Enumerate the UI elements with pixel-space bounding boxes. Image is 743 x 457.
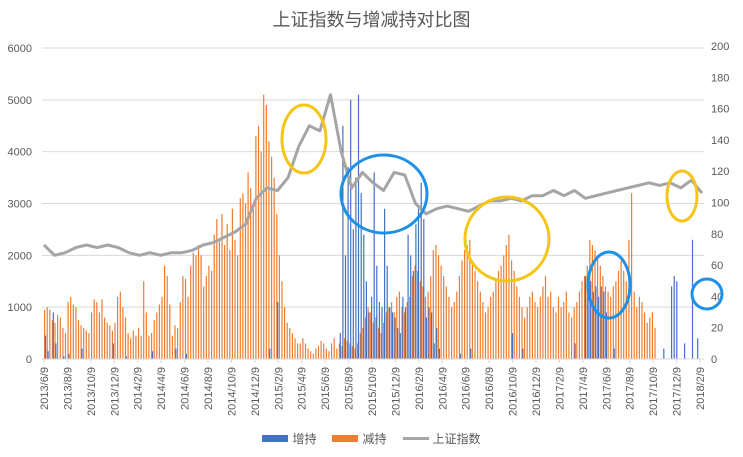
y-left-tick: 0 [26, 354, 32, 366]
legend-item-index: 上证指数 [402, 430, 481, 447]
y-right-tick: 80 [711, 229, 723, 241]
x-tick-label: 2016/8/9 [484, 367, 496, 410]
legend-item-decrease: 减持 [332, 430, 387, 447]
x-tick-label: 2016/12/9 [531, 367, 543, 416]
x-tick-label: 2017/2/9 [554, 367, 566, 410]
x-tick-label: 2016/2/9 [414, 367, 426, 410]
x-tick-label: 2014/6/9 [180, 367, 192, 410]
series-index-line [42, 93, 704, 257]
x-tick-label: 2018/2/9 [695, 367, 707, 410]
x-tick-label: 2013/8/9 [62, 367, 74, 410]
y-right-tick: 180 [711, 72, 729, 84]
legend-swatch-index [402, 437, 429, 440]
y-right-tick: 100 [711, 198, 729, 210]
x-tick-label: 2014/8/9 [203, 367, 215, 410]
x-tick-label: 2016/10/9 [508, 367, 520, 416]
series-decrease-bars [44, 94, 656, 360]
x-tick-label: 2017/12/9 [672, 367, 684, 416]
gridlines [42, 47, 704, 308]
x-tick-label: 2016/6/9 [461, 367, 473, 410]
legend-swatch-increase [262, 435, 289, 442]
x-tick-label: 2015/12/9 [390, 367, 402, 416]
annotation-circles [280, 103, 724, 320]
annotation-ellipse [463, 195, 551, 283]
legend: 增持 减持 上证指数 [0, 430, 743, 447]
legend-item-increase: 增持 [262, 430, 316, 447]
legend-swatch-decrease [332, 435, 359, 442]
y-right-tick: 200 [711, 41, 729, 53]
y-right-tick: 120 [711, 166, 729, 178]
y-left-tick: 6000 [8, 43, 32, 55]
x-tick-label: 2015/6/9 [320, 367, 332, 410]
x-tick-label: 2015/2/9 [273, 367, 285, 410]
x-tick-label: 2013/10/9 [86, 367, 98, 416]
annotation-ellipse [690, 277, 724, 311]
x-tick-label: 2014/2/9 [133, 367, 145, 410]
y-left-tick: 1000 [8, 302, 32, 314]
chart-title: 上证指数与增减持对比图 [272, 10, 471, 31]
y-axis-left: 0 1000 2000 3000 4000 5000 6000 [8, 43, 32, 366]
annotation-ellipse [586, 250, 632, 320]
x-tick-label: 2015/8/9 [344, 367, 356, 410]
x-axis-ticks: 2013/6/9 2013/8/9 2013/10/9 2013/12/9 2014/2… [39, 359, 707, 416]
x-tick-label: 2017/10/9 [648, 367, 660, 416]
y-right-tick: 140 [711, 135, 729, 147]
series-increase-bars [44, 94, 699, 360]
annotation-ellipse [280, 103, 328, 175]
y-right-tick: 60 [711, 260, 723, 272]
x-tick-label: 2015/4/9 [297, 367, 309, 410]
y-left-tick: 4000 [8, 147, 32, 159]
annotation-ellipse [665, 169, 699, 223]
x-tick-label: 2015/10/9 [367, 367, 379, 416]
y-right-tick: 0 [711, 354, 717, 366]
annotation-ellipse [339, 153, 429, 235]
y-right-tick: 20 [711, 323, 723, 335]
x-tick-label: 2017/6/9 [601, 367, 613, 410]
x-tick-label: 2014/10/9 [226, 367, 238, 416]
x-tick-label: 2016/4/9 [437, 367, 449, 410]
x-tick-label: 2017/8/9 [625, 367, 637, 410]
legend-label-decrease: 减持 [362, 432, 387, 446]
legend-label-increase: 增持 [292, 432, 317, 446]
x-tick-label: 2013/6/9 [39, 367, 51, 410]
x-tick-label: 2013/12/9 [109, 367, 121, 416]
x-tick-label: 2017/4/9 [578, 367, 590, 410]
y-right-tick: 160 [711, 104, 729, 116]
legend-label-index: 上证指数 [432, 432, 481, 446]
x-tick-label: 2014/12/9 [250, 367, 262, 416]
y-left-tick: 3000 [8, 199, 32, 211]
y-left-tick: 2000 [8, 250, 32, 262]
y-left-tick: 5000 [8, 95, 32, 107]
x-tick-label: 2014/4/9 [156, 367, 168, 410]
